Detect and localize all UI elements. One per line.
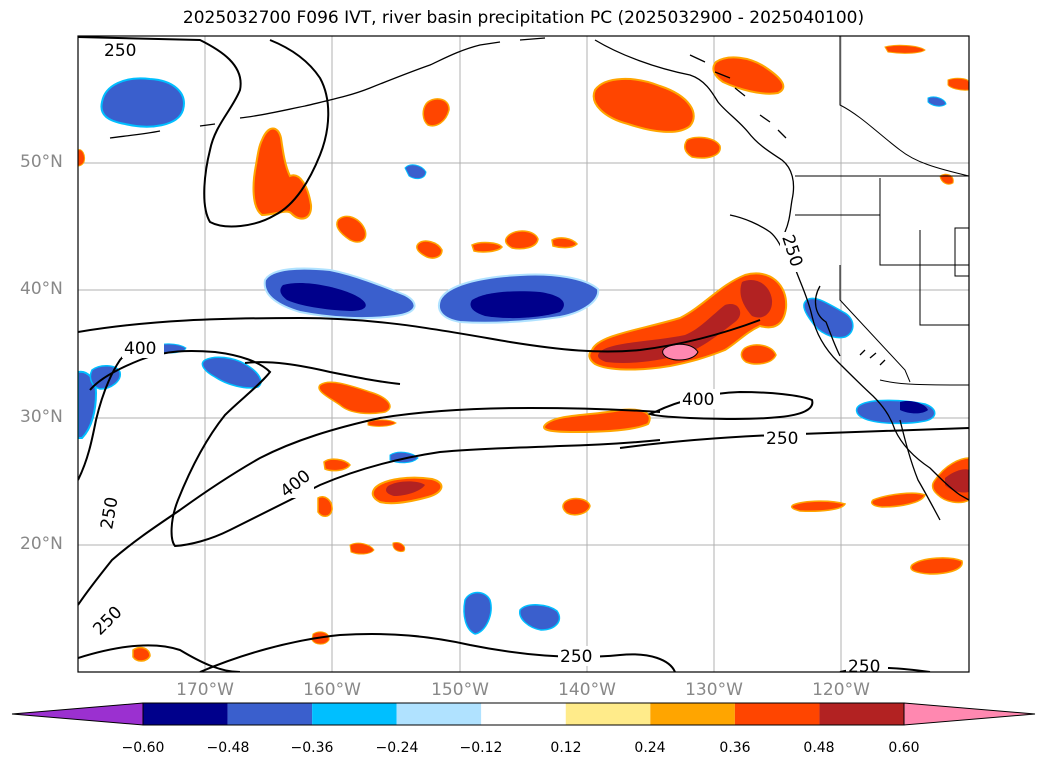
colorbar-tick-label: −0.48 (206, 740, 250, 756)
colorbar-swatch (734, 703, 820, 725)
borders (795, 36, 969, 386)
contour-label: 250 (848, 657, 880, 677)
colorbar-tick-label: −0.24 (375, 740, 419, 756)
colorbar-swatch (565, 703, 651, 725)
lat-label: 20°N (20, 534, 63, 554)
lon-label: 120°W (812, 680, 870, 700)
lat-label: 30°N (20, 407, 63, 427)
colorbar-tick-label: 0.60 (888, 740, 920, 756)
colorbar-swatch (227, 703, 313, 725)
colorbar-swatch (819, 703, 904, 725)
map-frame (77, 35, 970, 673)
map-title: 2025032700 F096 IVT, river basin precipi… (182, 8, 865, 28)
colorbar-extend-max (903, 702, 1036, 726)
lon-label: 130°W (685, 680, 743, 700)
lon-label: 140°W (558, 680, 616, 700)
map-area (78, 36, 969, 672)
positive-anomalies (78, 44, 969, 662)
colorbar (11, 702, 1036, 726)
contour-label: 400 (682, 390, 714, 410)
lon-label: 160°W (303, 680, 361, 700)
lon-label: 150°W (431, 680, 489, 700)
colorbar-tick-label: −0.60 (121, 740, 165, 756)
contour-label: 250 (560, 647, 592, 667)
colorbar-swatch (312, 703, 397, 725)
lat-label: 50°N (20, 152, 63, 172)
colorbar-swatch (143, 703, 228, 725)
negative-anomalies (78, 77, 947, 635)
ivt-contours (78, 36, 969, 672)
colorbar-swatch (396, 703, 482, 725)
colorbar-tick-label: −0.36 (290, 740, 334, 756)
lat-label: 40°N (20, 279, 63, 299)
colorbar-swatch (650, 703, 735, 725)
colorbar-tick-label: −0.12 (459, 740, 503, 756)
colorbar-tick-label: 0.24 (634, 740, 666, 756)
colorbar-extend-min (11, 702, 144, 726)
colorbar-tick-label: 0.12 (550, 740, 582, 756)
colorbar-tick-label: 0.48 (803, 740, 835, 756)
lon-label: 170°W (176, 680, 234, 700)
contour-label: 400 (124, 339, 156, 359)
colorbar-tick-label: 0.36 (719, 740, 751, 756)
colorbar-swatch (481, 703, 566, 725)
contour-label: 250 (766, 429, 798, 449)
contour-labels: 250 400 250 400 250 250 400 250 250 250 (89, 40, 888, 677)
contour-label: 250 (104, 41, 136, 61)
